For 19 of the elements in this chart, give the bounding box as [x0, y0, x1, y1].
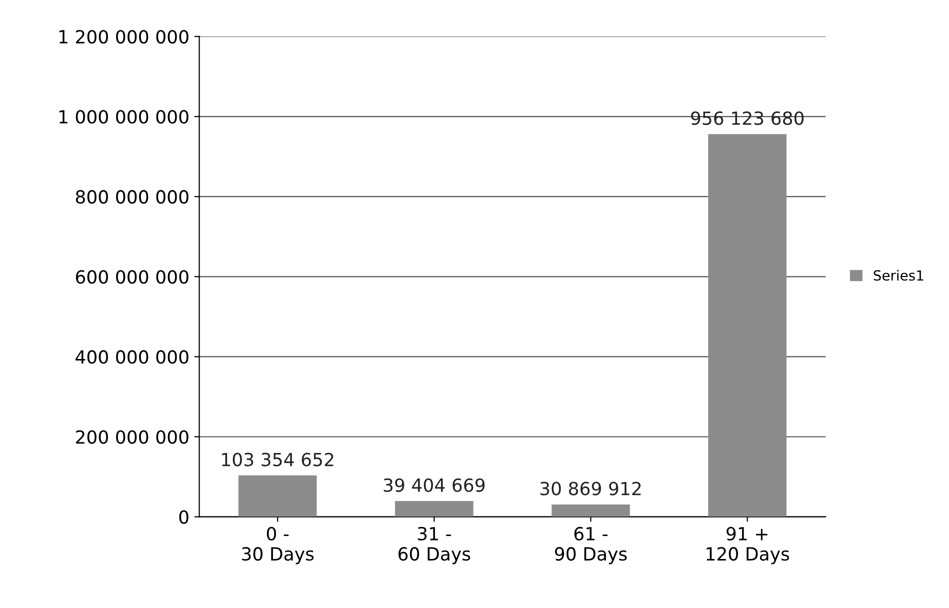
bar [552, 504, 630, 517]
bar [708, 134, 786, 517]
data-label: 39 404 669 [384, 478, 485, 492]
legend-label: Series1 [874, 270, 924, 281]
y-tick-label: 1 000 000 000 [59, 110, 188, 124]
x-tick-label: 61 - 90 Days [555, 526, 627, 564]
y-tick-label: 1 200 000 000 [59, 30, 188, 44]
x-tick-label: 0 - 30 Days [242, 526, 314, 564]
y-tick-label: 600 000 000 [76, 270, 188, 284]
bar [395, 501, 474, 517]
data-label: 30 869 912 [540, 482, 641, 496]
data-label: 103 354 652 [222, 452, 334, 466]
x-tick-label: 91 + 120 Days [706, 526, 790, 564]
y-tick-label: 400 000 000 [76, 350, 188, 364]
y-tick-label: 0 [179, 510, 188, 524]
y-tick-label: 200 000 000 [76, 430, 188, 444]
bar [238, 475, 317, 517]
x-tick-label: 31 - 60 Days [398, 526, 470, 564]
y-tick-label: 800 000 000 [76, 190, 188, 204]
